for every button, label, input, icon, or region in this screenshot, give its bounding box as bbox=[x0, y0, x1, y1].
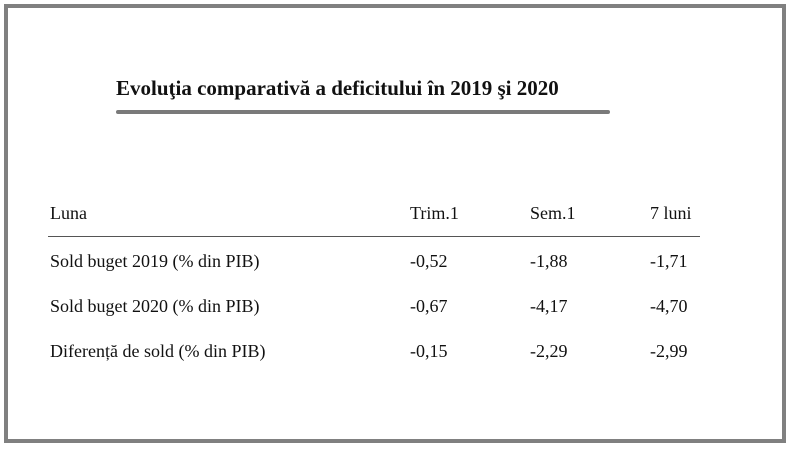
header-luna: Luna bbox=[50, 203, 87, 223]
cell-sem1: -4,17 bbox=[530, 296, 568, 316]
title-underline bbox=[116, 110, 610, 114]
document-frame bbox=[4, 4, 786, 443]
cell-trim1: -0,15 bbox=[410, 341, 448, 361]
table-header-row: Luna Trim.1 Sem.1 7 luni bbox=[48, 196, 700, 237]
cell-7-luni: -2,99 bbox=[650, 341, 688, 361]
table-row: Diferență de sold (% din PIB) -0,15 -2,2… bbox=[48, 333, 700, 378]
cell-sem1: -1,88 bbox=[530, 251, 568, 271]
cell-trim1: -0,67 bbox=[410, 296, 448, 316]
header-7-luni: 7 luni bbox=[650, 203, 692, 223]
row-label: Diferență de sold (% din PIB) bbox=[50, 341, 266, 361]
cell-sem1: -2,29 bbox=[530, 341, 568, 361]
deficit-table: Luna Trim.1 Sem.1 7 luni Sold buget 2019… bbox=[48, 196, 700, 378]
document-title: Evoluţia comparativă a deficitului în 20… bbox=[116, 76, 559, 100]
header-trim1: Trim.1 bbox=[410, 203, 459, 223]
header-sem1: Sem.1 bbox=[530, 203, 576, 223]
cell-trim1: -0,52 bbox=[410, 251, 448, 271]
row-label: Sold buget 2020 (% din PIB) bbox=[50, 296, 260, 316]
cell-7-luni: -4,70 bbox=[650, 296, 688, 316]
row-label: Sold buget 2019 (% din PIB) bbox=[50, 251, 260, 271]
table-row: Sold buget 2019 (% din PIB) -0,52 -1,88 … bbox=[48, 243, 700, 288]
cell-7-luni: -1,71 bbox=[650, 251, 688, 271]
table-row: Sold buget 2020 (% din PIB) -0,67 -4,17 … bbox=[48, 288, 700, 333]
